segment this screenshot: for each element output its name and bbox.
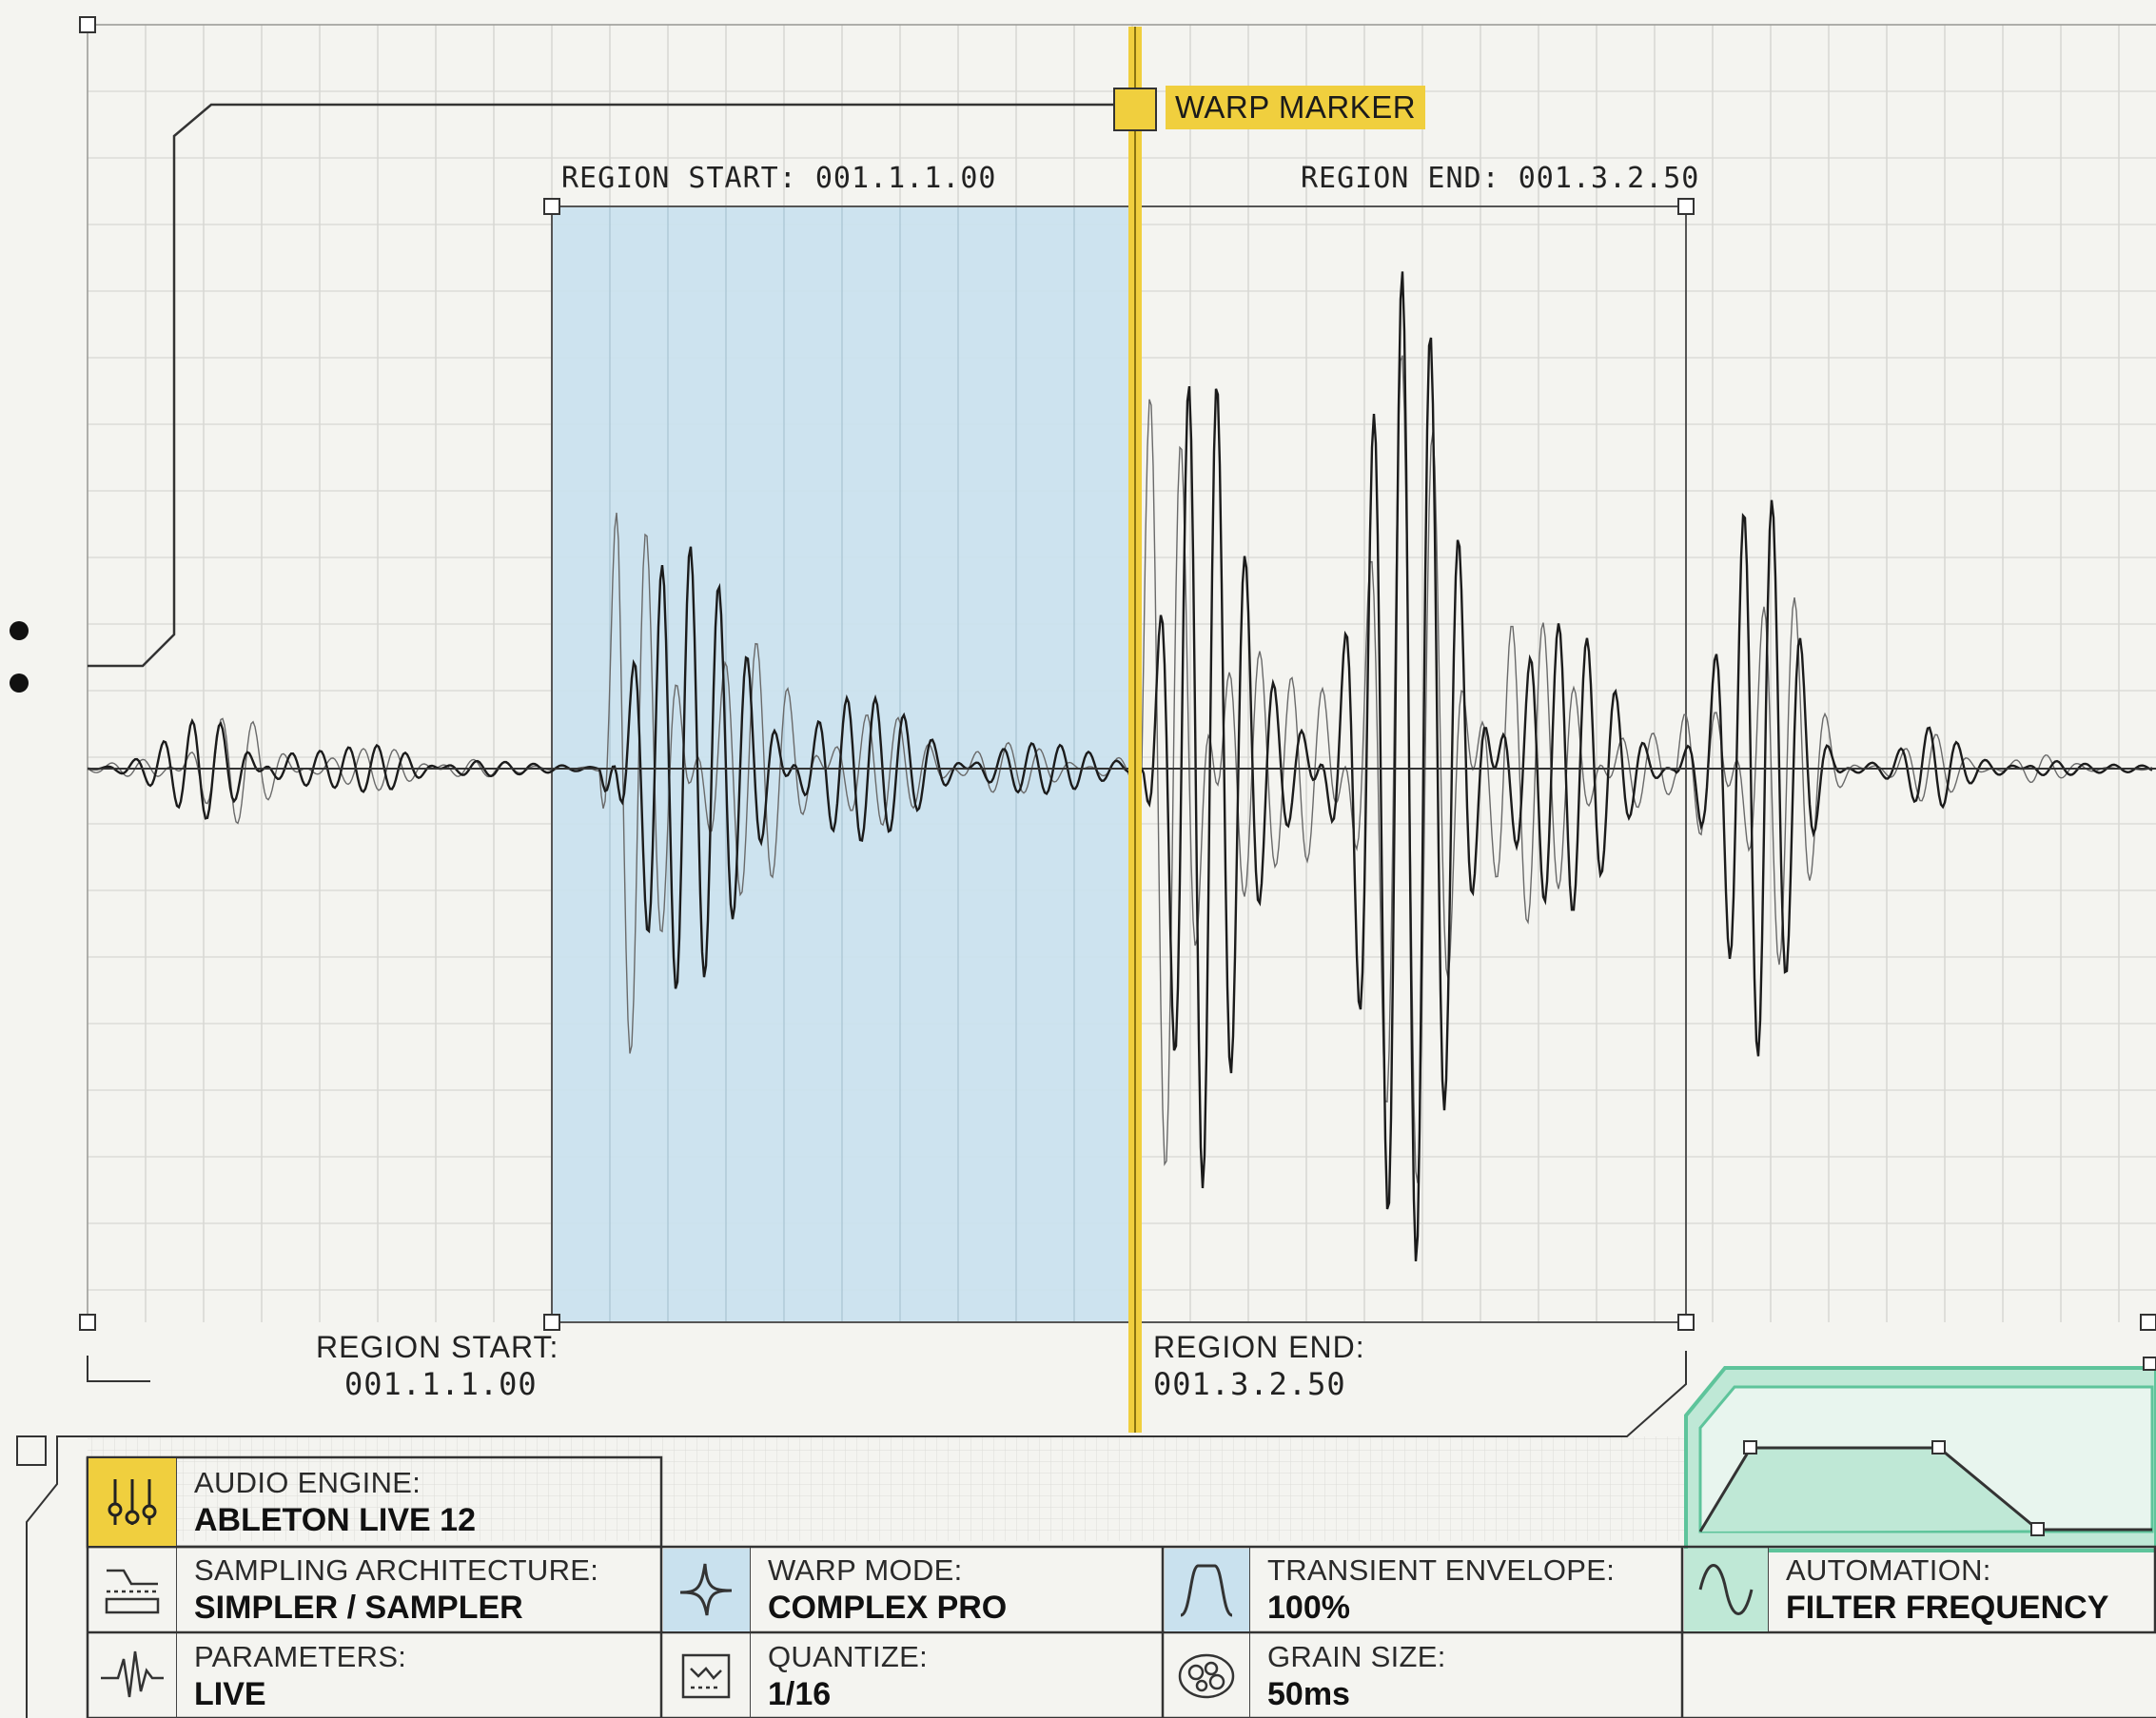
sine-wave-icon xyxy=(1683,1548,1769,1631)
grain-cluster-icon xyxy=(1164,1633,1250,1718)
transient-value: 100% xyxy=(1267,1590,1350,1626)
waveform-icon xyxy=(88,1633,177,1718)
grain-value: 50ms xyxy=(1267,1675,1350,1712)
envelope-shape-icon xyxy=(1164,1548,1250,1631)
panel-bracket xyxy=(26,1351,1687,1718)
sampling-architecture-cell: SAMPLING ARCHITECTURE: SIMPLER / SAMPLER xyxy=(88,1548,659,1631)
automation-key: AUTOMATION: xyxy=(1786,1553,1991,1587)
region-end-bottom-value: 001.3.2.50 xyxy=(1153,1366,1346,1402)
transient-icon-bg xyxy=(1165,1549,1249,1631)
info-panel-frame xyxy=(86,1455,2156,1718)
region-end-top-label: REGION END: 001.3.2.50 xyxy=(1301,162,1700,195)
region-start-top-label: REGION START: 001.1.1.00 xyxy=(561,162,997,195)
audio-engine-value: ABLETON LIVE 12 xyxy=(194,1502,476,1538)
mixer-sliders-icon xyxy=(88,1458,177,1546)
drag-dot[interactable] xyxy=(10,621,29,640)
quantize-cell[interactable]: QUANTIZE: 1/16 xyxy=(662,1633,1162,1718)
region-end-bottom-label: REGION END: xyxy=(1153,1330,1365,1364)
automation-value: FILTER FREQUENCY xyxy=(1786,1590,2109,1626)
warp-mode-icon-bg xyxy=(663,1549,750,1631)
panel-corner-handle[interactable] xyxy=(16,1435,47,1466)
sampler-waveform-icon xyxy=(88,1548,177,1631)
top-left-bracket xyxy=(88,103,1115,668)
parameters-value: LIVE xyxy=(194,1675,266,1712)
grain-key: GRAIN SIZE: xyxy=(1267,1639,1446,1673)
parameters-cell: PARAMETERS: LIVE xyxy=(88,1633,659,1718)
warp-marker-handle[interactable] xyxy=(1113,88,1157,131)
region-handles[interactable] xyxy=(79,16,2156,1331)
audio-engine-key: AUDIO ENGINE: xyxy=(194,1466,421,1499)
quantize-grid-icon xyxy=(662,1633,751,1718)
panel-grid-strip xyxy=(88,1436,1686,1541)
sampling-value: SIMPLER / SAMPLER xyxy=(194,1590,523,1626)
warp-mode-value: COMPLEX PRO xyxy=(768,1590,1008,1626)
region-start-bottom-label: REGION START: xyxy=(316,1330,559,1364)
warp-marker-label[interactable]: WARP MARKER xyxy=(1166,86,1426,129)
warp-mode-key: WARP MODE: xyxy=(768,1553,963,1587)
sampling-key: SAMPLING ARCHITECTURE: xyxy=(194,1553,599,1587)
warp-curve-icon xyxy=(662,1548,751,1631)
grain-size-cell[interactable]: GRAIN SIZE: 50ms xyxy=(1164,1633,1681,1718)
transient-key: TRANSIENT ENVELOPE: xyxy=(1267,1553,1616,1587)
warp-mode-cell[interactable]: WARP MODE: COMPLEX PRO xyxy=(662,1548,1162,1631)
quantize-value: 1/16 xyxy=(768,1675,832,1712)
region-start-bottom-value: 001.1.1.00 xyxy=(344,1366,538,1402)
corner-bracket xyxy=(87,1356,150,1382)
automation-envelope[interactable] xyxy=(1684,1357,2156,1552)
transient-envelope-cell[interactable]: TRANSIENT ENVELOPE: 100% xyxy=(1164,1548,1681,1631)
audio-engine-cell: AUDIO ENGINE: ABLETON LIVE 12 xyxy=(88,1458,659,1546)
parameters-key: PARAMETERS: xyxy=(194,1639,407,1673)
drag-dot[interactable] xyxy=(10,674,29,693)
quantize-key: QUANTIZE: xyxy=(768,1639,929,1673)
automation-cell[interactable]: AUTOMATION: FILTER FREQUENCY xyxy=(1683,1548,2154,1631)
